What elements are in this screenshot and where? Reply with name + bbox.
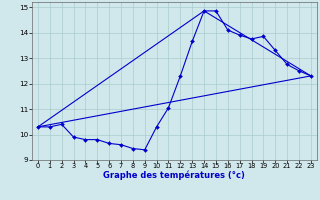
- X-axis label: Graphe des températures (°c): Graphe des températures (°c): [103, 171, 245, 180]
